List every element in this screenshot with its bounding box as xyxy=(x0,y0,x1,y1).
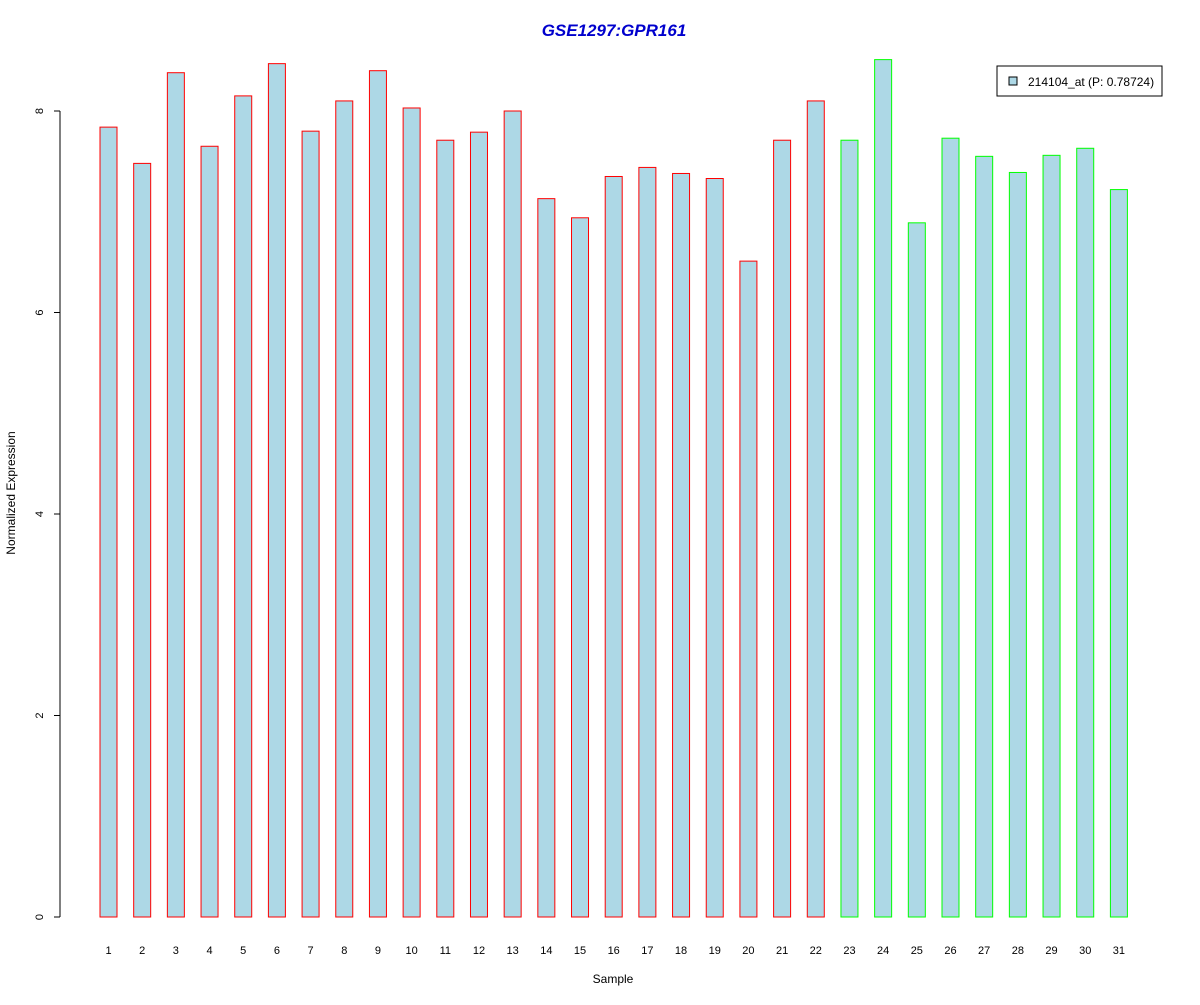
x-axis-label: Sample xyxy=(593,972,634,986)
y-tick-label: 4 xyxy=(34,511,46,517)
y-tick-label: 0 xyxy=(34,914,46,920)
bar xyxy=(975,155,994,918)
x-tick-label: 26 xyxy=(944,945,956,957)
bar xyxy=(941,137,960,918)
x-tick-label: 6 xyxy=(274,945,280,957)
x-tick-label: 14 xyxy=(540,945,552,957)
y-axis: 0 2 4 6 8 xyxy=(34,108,61,920)
bar xyxy=(267,63,286,918)
x-tick-label: 12 xyxy=(473,945,485,957)
bar xyxy=(705,178,724,918)
bar xyxy=(436,139,455,918)
bar xyxy=(200,145,219,918)
bar xyxy=(301,130,320,918)
legend-label: 214104_at (P: 0.78724) xyxy=(1028,75,1154,89)
x-tick-label: 20 xyxy=(742,945,754,957)
x-tick-label: 9 xyxy=(375,945,381,957)
x-tick-label: 18 xyxy=(675,945,687,957)
bar xyxy=(234,95,253,918)
bar xyxy=(537,198,556,918)
bar xyxy=(503,110,522,918)
legend: 214104_at (P: 0.78724) xyxy=(996,65,1163,97)
x-tick-label: 11 xyxy=(440,945,451,957)
bar xyxy=(571,217,590,918)
bar xyxy=(874,59,893,918)
y-axis-label: Normalized Expression xyxy=(4,431,18,554)
bar xyxy=(335,100,354,918)
bar xyxy=(638,166,657,918)
bar xyxy=(840,139,859,918)
x-tick-label: 10 xyxy=(405,945,417,957)
x-tick-label: 24 xyxy=(877,945,889,957)
bar xyxy=(99,126,118,918)
x-tick-label: 23 xyxy=(843,945,855,957)
x-tick-label: 19 xyxy=(709,945,721,957)
x-tick-label: 13 xyxy=(507,945,519,957)
x-tick-label: 17 xyxy=(641,945,653,957)
bar xyxy=(1042,154,1061,918)
bar xyxy=(469,131,488,918)
bar xyxy=(907,222,926,918)
bar xyxy=(166,72,185,918)
y-tick-label: 2 xyxy=(34,712,46,718)
bar xyxy=(672,172,691,918)
bar xyxy=(773,139,792,918)
bar xyxy=(1076,147,1095,918)
x-tick-label: 16 xyxy=(608,945,620,957)
bar xyxy=(1109,189,1128,918)
legend-box xyxy=(996,65,1163,97)
x-tick-label: 8 xyxy=(341,945,347,957)
x-tick-label: 25 xyxy=(911,945,923,957)
x-tick-labels: 1 2 3 4 5 6 7 8 9 10 11 12 13 14 15 16 17 18 19 20 21 22 23 24 2… xyxy=(105,945,1125,957)
x-tick-label: 5 xyxy=(240,945,246,957)
x-tick-label: 15 xyxy=(574,945,586,957)
bar xyxy=(1008,171,1027,918)
x-tick-label: 27 xyxy=(978,945,990,957)
x-tick-label: 3 xyxy=(173,945,179,957)
x-tick-label: 4 xyxy=(206,945,212,957)
bar xyxy=(368,70,387,918)
y-tick-label: 6 xyxy=(34,309,46,315)
x-tick-label: 30 xyxy=(1079,945,1091,957)
legend-swatch xyxy=(1008,76,1018,86)
bars-group xyxy=(99,59,1128,918)
x-tick-label: 1 xyxy=(105,945,111,957)
bar xyxy=(806,100,825,918)
x-tick-label: 2 xyxy=(139,945,145,957)
bar xyxy=(133,162,152,918)
x-tick-label: 21 xyxy=(776,945,788,957)
bar xyxy=(739,260,758,918)
bar xyxy=(402,107,421,918)
x-tick-label: 28 xyxy=(1012,945,1024,957)
y-tick-label: 8 xyxy=(34,108,46,114)
x-tick-label: 29 xyxy=(1045,945,1057,957)
x-tick-label: 22 xyxy=(810,945,822,957)
bar xyxy=(604,175,623,918)
x-tick-label: 7 xyxy=(308,945,314,957)
x-tick-label: 31 xyxy=(1113,945,1125,957)
chart-title: GSE1297:GPR161 xyxy=(542,21,687,40)
